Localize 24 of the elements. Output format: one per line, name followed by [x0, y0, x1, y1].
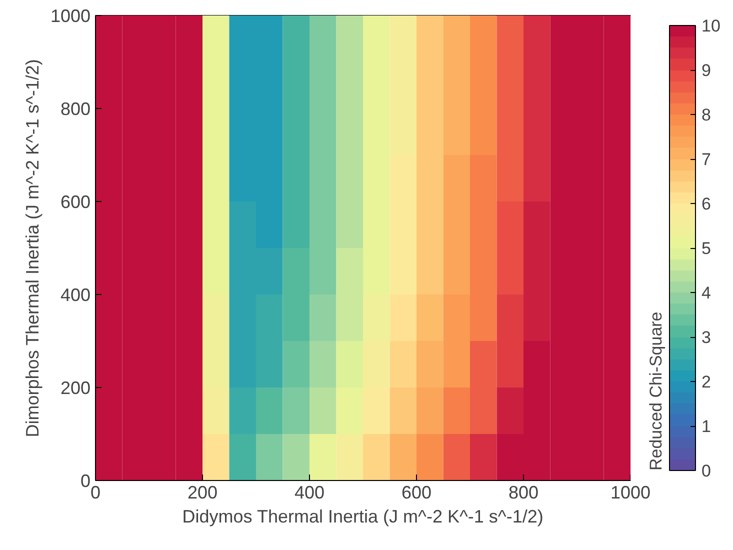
color-bar-label: 10 [702, 16, 720, 36]
color-bar-label: 1 [702, 417, 711, 436]
y-tick-label: 200 [60, 378, 91, 398]
y-tick-label: 600 [60, 192, 91, 212]
color-bar-label: 5 [702, 239, 711, 258]
y-axis-title: Dimorphos Thermal Inertia (J m^-2 K^-1 s^-1/2) [22, 59, 42, 438]
y-tick-label: 800 [60, 99, 91, 119]
x-axis-title: Didymos Thermal Inertia (J m^-2 K^-1 s^-1/2) [182, 506, 544, 526]
y-tick-label: 1000 [50, 6, 91, 26]
color-bar-label: 8 [702, 106, 711, 124]
y-tick-label: 400 [60, 285, 91, 305]
color-bar-label: 4 [702, 284, 711, 302]
color-bar-label: 0 [702, 462, 711, 480]
x-tick-label: 600 [401, 482, 432, 502]
x-tick-label: 1000 [610, 482, 651, 502]
color-bar-label: 7 [702, 150, 711, 169]
x-tick-label: 800 [508, 482, 539, 502]
x-tick-label: 200 [187, 482, 218, 502]
color-bar-label: 9 [702, 61, 711, 80]
x-tick-label: 400 [294, 482, 325, 502]
color-bar-label: 6 [702, 194, 711, 214]
color-bar-label: 2 [702, 372, 711, 392]
color-bar-label: 3 [702, 328, 711, 347]
color-bar-title: Reduced Chi-Square [646, 312, 666, 470]
